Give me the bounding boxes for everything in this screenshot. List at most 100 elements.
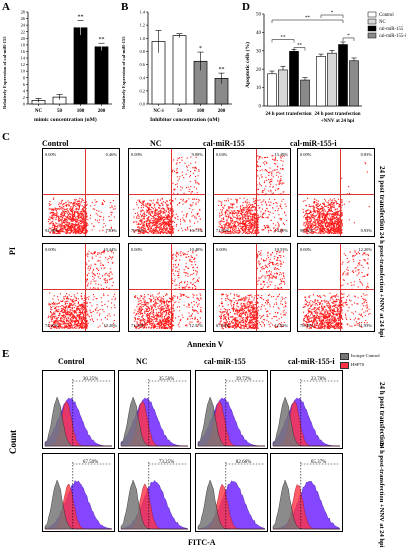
panel-c-row-2-label: 24 h post-transfection +NNV at 24 hpi xyxy=(378,232,385,338)
facs-dots xyxy=(133,156,202,235)
histogram-percent: 65.37% xyxy=(310,460,327,465)
quadrant-ul: 0.04% xyxy=(216,152,228,157)
panel-e-row-1-label: 24 h post transfection xyxy=(378,382,386,447)
gate-vertical xyxy=(339,149,341,236)
y-tick-label: 0.8 xyxy=(140,49,146,54)
quadrant-lr: 11.93% xyxy=(358,322,372,328)
sig-bracket xyxy=(342,37,355,41)
significance-mark: ** xyxy=(99,37,105,43)
y-tick-label: 12 xyxy=(21,62,25,67)
facs-dots xyxy=(47,194,116,235)
panel-e-ylabel: Count xyxy=(8,430,18,455)
bar xyxy=(267,73,277,107)
panel-e-row-2-label: 24 h post-transfection +NNV at 24 hpi xyxy=(378,442,385,548)
y-tick-label: 0.0 xyxy=(140,102,146,107)
isotype-histogram xyxy=(197,479,265,530)
x-tick-label: 100 xyxy=(77,109,85,114)
x-tick-label: 24 h post transfection xyxy=(266,112,312,117)
gate-vertical xyxy=(84,244,86,331)
panel-e-col-mir155i: cal-miR-155-i xyxy=(288,357,335,366)
histogram-percent: 82.66% xyxy=(235,460,252,465)
histogram-percent: 67.50% xyxy=(82,460,99,465)
sig-bracket xyxy=(271,19,344,23)
histogram-percent: 23.78% xyxy=(310,377,327,382)
facs-plot: 0.00% 10.48% 71.93% 12.57% xyxy=(128,243,206,332)
significance-mark: * xyxy=(347,34,350,39)
x-tick-label: 100 xyxy=(197,109,205,114)
y-tick-label: 28 xyxy=(21,10,26,15)
histogram-svg xyxy=(272,462,341,530)
panel-d-chart: 0 10 20 30 40 50 24 h post transfection 24 h po… xyxy=(256,11,407,124)
x-tick-label: 24 h post transfection xyxy=(315,112,361,117)
quadrant-ul: 0.00% xyxy=(300,152,312,157)
y-tick-label: 18 xyxy=(21,42,26,47)
panel-label-c: C xyxy=(2,131,10,143)
quadrant-ur: 10.44% xyxy=(103,247,117,252)
legend-label: Control xyxy=(379,13,394,18)
gate-horizontal xyxy=(129,289,205,291)
isotype-histogram xyxy=(120,479,188,530)
quadrant-ur: 0.83% xyxy=(360,152,372,157)
y-tick-label: 40 xyxy=(256,31,262,36)
facs-scatter xyxy=(133,156,202,235)
gate-horizontal xyxy=(129,194,205,196)
panel-c-row-1-label: 24 h post transfection xyxy=(378,166,386,231)
quadrant-ul: 0.00% xyxy=(45,247,57,252)
facs-plot: 0.00% 0.83% 98.32% 0.93% xyxy=(297,148,375,237)
quadrant-lr: 0.93% xyxy=(360,227,372,233)
legend-swatch xyxy=(367,32,377,39)
histogram-plot: 67.50% xyxy=(42,453,115,532)
histogram-plot: 73.25% xyxy=(118,453,191,532)
y-tick-label: 30 xyxy=(256,49,262,54)
histogram-svg xyxy=(197,379,265,447)
gate-vertical xyxy=(170,244,172,331)
facs-scatter xyxy=(47,194,116,235)
facs-scatter xyxy=(47,250,116,329)
sig-bracket xyxy=(271,39,295,43)
bar xyxy=(316,56,326,107)
panel-label-e: E xyxy=(2,348,10,360)
y-tick-label: 20 xyxy=(256,68,262,73)
facs-scatter xyxy=(218,250,287,330)
legend-isotype-label: Isotype Control xyxy=(351,353,380,359)
isotype-histogram xyxy=(44,479,112,530)
quadrant-ul: 0.00% xyxy=(45,152,57,157)
legend-label: cal-miR-155 xyxy=(379,27,404,32)
quadrant-ll: 76.08% xyxy=(300,322,314,328)
facs-scatter xyxy=(302,250,371,330)
panel-label-d: D xyxy=(242,1,250,13)
histogram-plot: 23.78% xyxy=(270,370,343,449)
sig-bracket xyxy=(293,47,306,51)
gate-vertical xyxy=(255,244,257,331)
y-tick-label: 2 xyxy=(23,95,25,100)
isotype-histogram xyxy=(120,396,188,447)
quadrant-ll: 98.32% xyxy=(300,227,314,233)
panel-label-a: A xyxy=(2,1,10,13)
facs-plot: 0.04% 13.49% 71.83% 14.60% xyxy=(213,148,291,237)
y-tick-label: 4 xyxy=(23,88,26,93)
bar xyxy=(338,44,348,107)
quadrant-ur: 0.46% xyxy=(105,152,117,157)
panel-c-col-control: Control xyxy=(42,139,69,148)
bar xyxy=(278,69,288,107)
significance-mark: * xyxy=(199,46,202,52)
panel-c-col-mir155i: cal-miR-155-i xyxy=(290,139,337,148)
legend-swatch xyxy=(367,18,377,25)
x-tick-label: +NNV at 24 hpi xyxy=(321,119,355,124)
quadrant-ur: 19.53% xyxy=(274,247,288,252)
facs-dots xyxy=(302,250,371,330)
facs-dots xyxy=(47,250,116,329)
histogram-percent: 39.72% xyxy=(235,377,252,382)
facs-scatter xyxy=(133,250,202,330)
y-tick-label: 1.2 xyxy=(140,23,146,28)
quadrant-ur: 9.08% xyxy=(191,152,203,157)
significance-mark: ** xyxy=(78,15,84,21)
quadrant-ul: 0.00% xyxy=(216,247,228,252)
y-tick-label: 8 xyxy=(23,75,26,80)
legend-swatch-hsp70 xyxy=(340,362,349,369)
isotype-histogram xyxy=(272,479,340,530)
histogram-plot: 82.66% xyxy=(195,453,268,532)
histogram-percent: 35.56% xyxy=(158,377,175,382)
quadrant-ll: 71.93% xyxy=(131,322,145,328)
